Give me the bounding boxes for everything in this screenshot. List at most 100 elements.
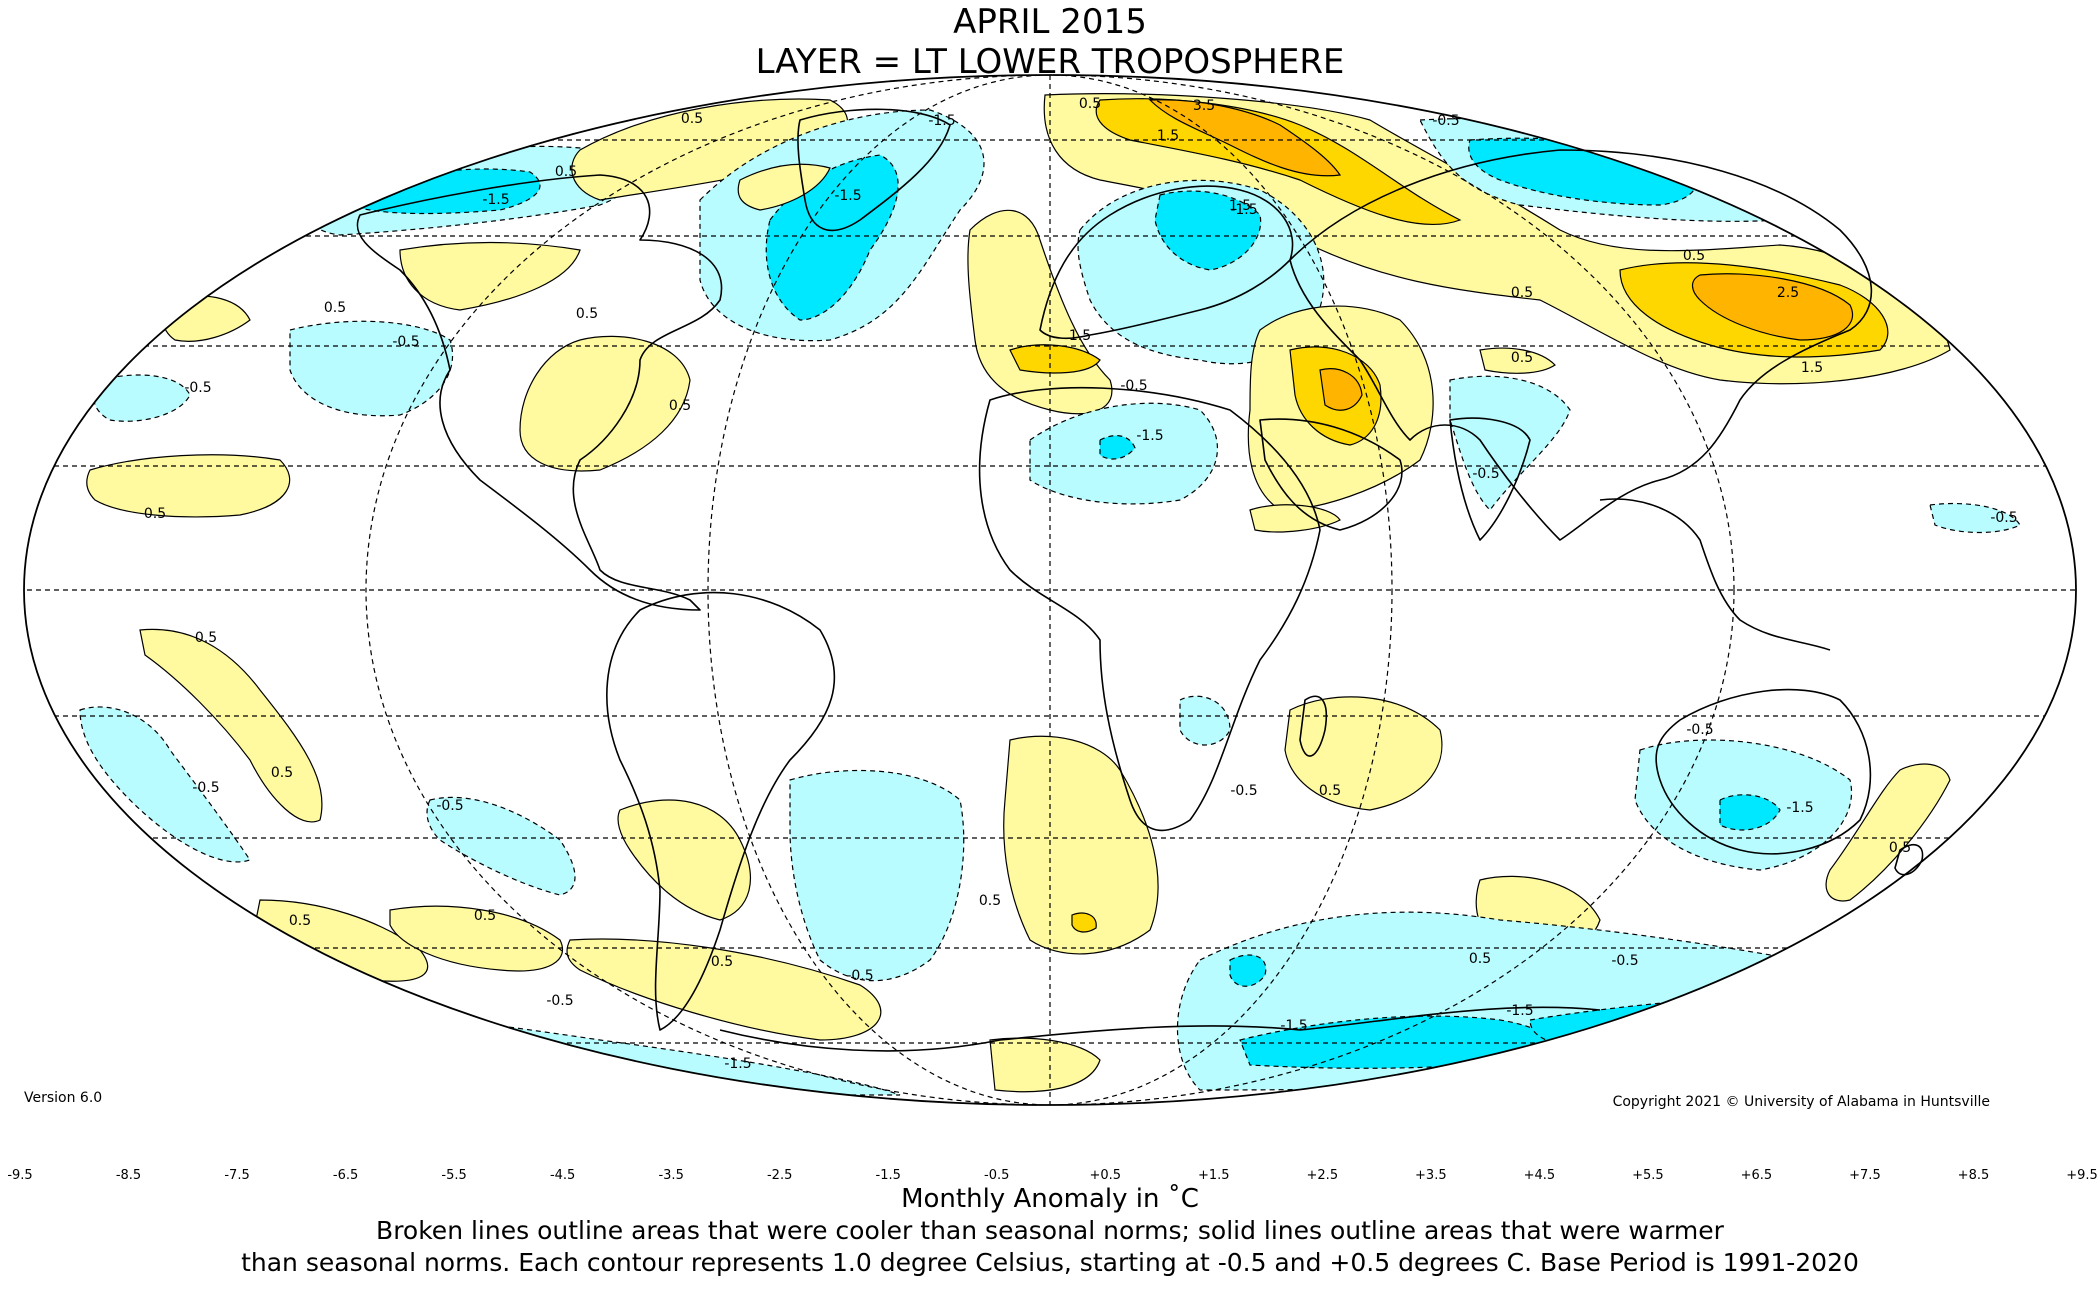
warm-region <box>519 335 691 472</box>
colorbar-tick-label: -3.5 <box>658 1168 684 1183</box>
contour-label: 0.5 <box>669 398 691 414</box>
madagascar-outline <box>1299 695 1327 757</box>
warm-region <box>1319 368 1363 411</box>
africa-outline <box>978 386 1321 832</box>
contour-label: 1.5 <box>1069 328 1091 344</box>
contour-label: 0.5 <box>324 300 346 316</box>
colorbar-tick-label: -7.5 <box>224 1168 250 1183</box>
cool-region <box>1179 695 1231 746</box>
contour-label: -1.5 <box>1230 202 1257 218</box>
colorbar-tick-label: -5.5 <box>441 1168 467 1183</box>
colorbar-tick-label: +5.5 <box>1632 1168 1664 1183</box>
colorbar-tick-label: +9.5 <box>2066 1168 2098 1183</box>
southeast-asia-outline <box>1599 498 1831 651</box>
contour-label: 0.5 <box>1889 840 1911 856</box>
contour-label: -0.5 <box>436 798 463 814</box>
warm-region <box>1009 344 1101 374</box>
warm-region <box>1691 273 1854 341</box>
contour-label: -0.5 <box>1686 722 1713 738</box>
contour-label: 0.5 <box>979 893 1001 909</box>
contour-label: 0.5 <box>289 913 311 929</box>
contour-label: 0.5 <box>1511 285 1533 301</box>
warm-region <box>1825 763 1951 902</box>
contour-label: -1.5 <box>482 192 509 208</box>
colorbar-tick-label: -8.5 <box>115 1168 142 1183</box>
warm-region <box>139 628 323 823</box>
contour-label: -1.5 <box>1786 800 1813 816</box>
cool-region <box>426 796 576 896</box>
warm-region <box>1249 504 1341 533</box>
colorbar-tick-label: -9.5 <box>7 1168 33 1183</box>
colorbar-tick-label: -2.5 <box>766 1168 793 1183</box>
south-america-outline <box>606 591 836 1031</box>
colorbar-tick-label: +2.5 <box>1306 1168 1339 1183</box>
warm-region <box>989 1037 1101 1093</box>
colorbar-tick-label: +6.5 <box>1740 1168 1773 1183</box>
contour-label: -0.5 <box>846 968 873 984</box>
contour-label: 2.5 <box>1777 285 1799 301</box>
cool-region <box>1229 954 1267 987</box>
cool-region <box>1154 190 1262 271</box>
contour-label: 0.5 <box>711 954 733 970</box>
contour-label: 0.5 <box>271 765 293 781</box>
contour-label: -0.5 <box>546 993 573 1009</box>
warm-region <box>1148 99 1342 177</box>
contour-label: 0.5 <box>1469 951 1491 967</box>
coastlines <box>356 108 1924 1052</box>
contour-label: -1.5 <box>928 113 955 129</box>
warm-region <box>389 905 563 972</box>
contour-label: -0.5 <box>192 780 219 796</box>
contour-label: -1.5 <box>1280 1018 1307 1034</box>
version-label: Version 6.0 <box>24 1090 103 1106</box>
new-zealand-outline <box>1894 844 1924 876</box>
contour-label: 0.5 <box>1079 96 1101 112</box>
contour-label: -0.5 <box>392 334 419 350</box>
caption-line-2: than seasonal norms. Each contour repres… <box>241 1248 1859 1277</box>
cool-region <box>1099 434 1136 460</box>
contour-label: 1.5 <box>1801 360 1823 376</box>
cool-region <box>79 706 251 863</box>
europe-outline <box>1039 185 1294 340</box>
contour-label: 0.5 <box>474 908 496 924</box>
warm-region <box>1284 696 1443 811</box>
contour-label: 0.5 <box>144 506 166 522</box>
colorbar-label: Monthly Anomaly in ˚C <box>901 1184 1199 1214</box>
caption-line-1: Broken lines outline areas that were coo… <box>376 1216 1724 1245</box>
colorbar-tick-label: +3.5 <box>1415 1168 1447 1183</box>
contour-label: 3.5 <box>1193 98 1215 114</box>
warm-region <box>86 454 291 518</box>
india-outline <box>1449 417 1531 541</box>
contour-label: -1.5 <box>724 1056 751 1072</box>
warm-region <box>1479 347 1556 374</box>
contour-label: -0.5 <box>1611 953 1638 969</box>
contour-label: 1.5 <box>1157 128 1179 144</box>
antarctica-outline <box>719 1006 1601 1052</box>
contour-label: 0.5 <box>1683 248 1705 264</box>
warm-region <box>737 163 831 211</box>
contour-label: 0.5 <box>576 306 598 322</box>
contour-label: -0.5 <box>184 380 211 396</box>
contour-label: -0.5 <box>1432 113 1459 129</box>
anomaly-regions <box>69 93 2042 1096</box>
colorbar-tick-label: -1.5 <box>875 1168 901 1183</box>
graticule <box>24 75 2076 1105</box>
contour-label: 0.5 <box>681 111 703 127</box>
globe-border <box>23 74 2077 1106</box>
colorbar-tick-label: -6.5 <box>332 1168 359 1183</box>
contour-label: 0.5 <box>1319 783 1341 799</box>
colorbar-tick-label: +8.5 <box>1957 1168 1990 1183</box>
meridian-line <box>707 75 1393 1105</box>
cool-region <box>92 374 191 422</box>
warm-region <box>1071 912 1097 933</box>
colorbar-tick-label: -4.5 <box>549 1168 576 1183</box>
copyright-label: Copyright 2021 © University of Alabama i… <box>1612 1094 1990 1110</box>
contour-label: -0.5 <box>1472 466 1499 482</box>
arabia-outline <box>1259 418 1403 531</box>
contour-labels: 0.5 0.5 0.5 0.5 0.5 0.5 0.5 0.5 0.5 0.5 … <box>144 96 2018 1072</box>
contour-label: -0.5 <box>1120 378 1147 394</box>
anomaly-map: 0.5 0.5 0.5 0.5 0.5 0.5 0.5 0.5 0.5 0.5 … <box>23 74 2077 1106</box>
cool-region <box>1719 794 1781 831</box>
australia-outline <box>1655 688 1872 855</box>
cool-region <box>789 769 965 982</box>
